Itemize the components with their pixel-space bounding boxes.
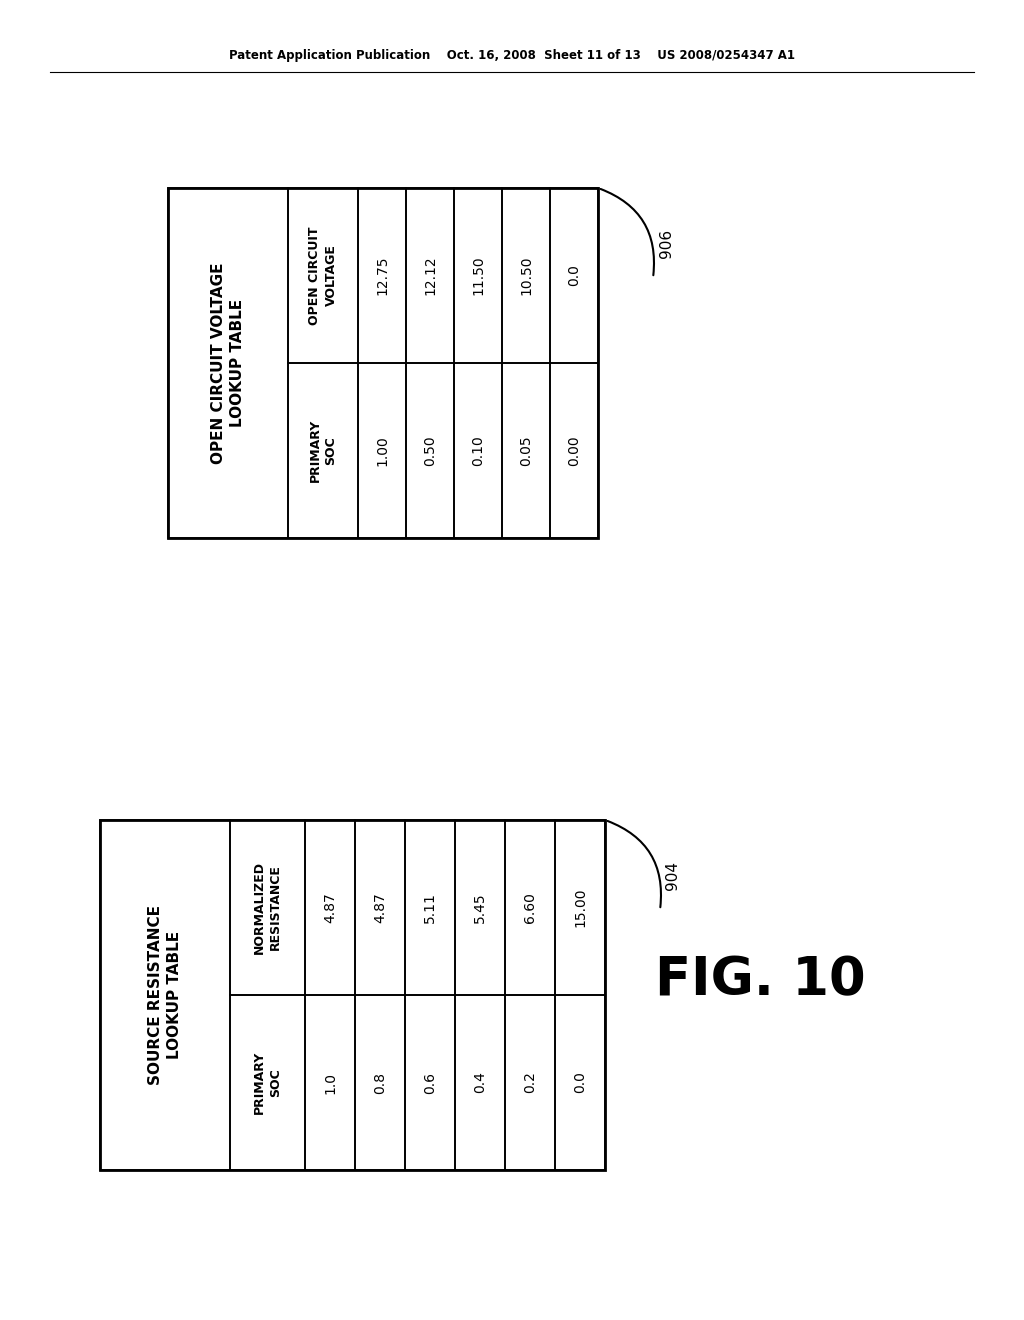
Bar xyxy=(288,187,358,363)
Bar xyxy=(168,187,598,539)
Text: 6.60: 6.60 xyxy=(523,892,537,923)
Text: 10.50: 10.50 xyxy=(519,256,534,296)
Bar xyxy=(555,995,605,1170)
Bar xyxy=(455,820,505,995)
Text: 1.0: 1.0 xyxy=(323,1072,337,1093)
Text: 904: 904 xyxy=(666,861,681,890)
Bar xyxy=(358,363,406,539)
Bar xyxy=(100,820,230,1170)
Bar xyxy=(555,820,605,995)
Text: 11.50: 11.50 xyxy=(471,256,485,296)
Bar xyxy=(406,363,454,539)
Bar xyxy=(230,820,305,995)
Bar xyxy=(406,820,455,995)
Text: 5.11: 5.11 xyxy=(423,892,437,923)
Text: PRIMARY
SOC: PRIMARY SOC xyxy=(308,418,338,482)
Bar xyxy=(454,363,502,539)
Bar xyxy=(406,995,455,1170)
Text: 906: 906 xyxy=(658,228,674,257)
Bar xyxy=(358,187,406,363)
Text: OPEN CIRCUIT
VOLTAGE: OPEN CIRCUIT VOLTAGE xyxy=(308,226,338,325)
Text: 5.45: 5.45 xyxy=(473,892,487,923)
Bar xyxy=(355,820,406,995)
Bar xyxy=(305,995,355,1170)
Bar xyxy=(550,363,598,539)
Bar xyxy=(505,820,555,995)
Bar xyxy=(455,995,505,1170)
Text: 0.05: 0.05 xyxy=(519,436,534,466)
Text: 12.75: 12.75 xyxy=(375,256,389,296)
Text: 0.8: 0.8 xyxy=(373,1072,387,1093)
Text: 0.0: 0.0 xyxy=(567,264,581,286)
Text: 15.00: 15.00 xyxy=(573,888,587,927)
Text: 0.0: 0.0 xyxy=(573,1072,587,1093)
Bar xyxy=(502,363,550,539)
Bar xyxy=(502,187,550,363)
Bar xyxy=(550,187,598,363)
Text: NORMALIZED
RESISTANCE: NORMALIZED RESISTANCE xyxy=(253,861,282,954)
Text: 0.00: 0.00 xyxy=(567,436,581,466)
Text: 4.87: 4.87 xyxy=(323,892,337,923)
Text: 12.12: 12.12 xyxy=(423,256,437,296)
Text: 0.4: 0.4 xyxy=(473,1072,487,1093)
Bar xyxy=(305,820,355,995)
Text: 0.2: 0.2 xyxy=(523,1072,537,1093)
Text: SOURCE RESISTANCE
LOOKUP TABLE: SOURCE RESISTANCE LOOKUP TABLE xyxy=(148,906,182,1085)
Text: 1.00: 1.00 xyxy=(375,436,389,466)
Text: 0.10: 0.10 xyxy=(471,436,485,466)
Bar xyxy=(355,995,406,1170)
Bar xyxy=(100,820,605,1170)
Text: FIG. 10: FIG. 10 xyxy=(654,954,865,1006)
Text: PRIMARY
SOC: PRIMARY SOC xyxy=(253,1051,282,1114)
Text: 0.6: 0.6 xyxy=(423,1072,437,1093)
Bar xyxy=(288,363,358,539)
Bar xyxy=(168,187,288,539)
Bar xyxy=(505,995,555,1170)
Bar xyxy=(454,187,502,363)
Bar xyxy=(230,995,305,1170)
Text: 0.50: 0.50 xyxy=(423,436,437,466)
Text: 4.87: 4.87 xyxy=(373,892,387,923)
Bar xyxy=(406,187,454,363)
Text: OPEN CIRCUIT VOLTAGE
LOOKUP TABLE: OPEN CIRCUIT VOLTAGE LOOKUP TABLE xyxy=(211,263,245,463)
Text: Patent Application Publication    Oct. 16, 2008  Sheet 11 of 13    US 2008/02543: Patent Application Publication Oct. 16, … xyxy=(229,49,795,62)
